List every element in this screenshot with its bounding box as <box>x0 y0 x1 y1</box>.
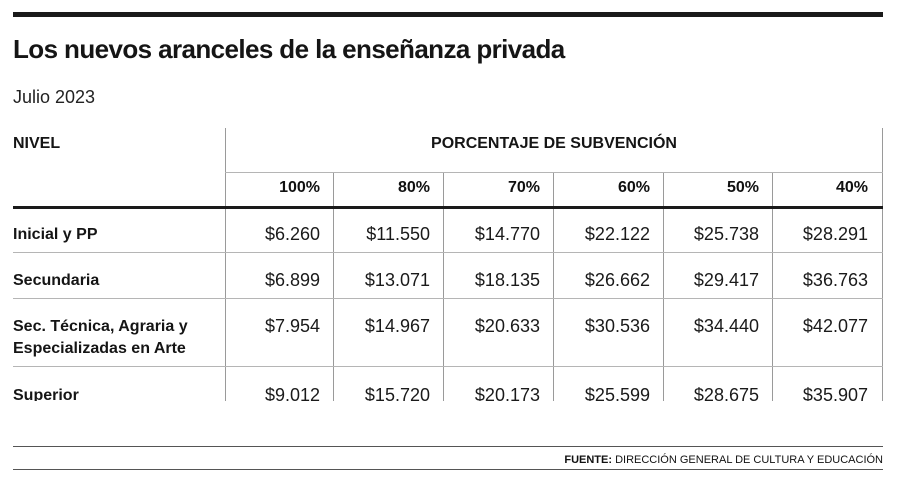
row-level-label: Inicial y PP <box>13 226 98 243</box>
fee-cell: $6.260 <box>264 224 320 244</box>
row-divider <box>13 366 883 367</box>
column-header-60: 60% <box>617 179 650 196</box>
row-divider <box>13 298 883 299</box>
subsidy-group-header: PORCENTAJE DE SUBVENCIÓN <box>431 135 677 152</box>
fee-cell: $28.291 <box>802 224 868 244</box>
fee-cell: $18.135 <box>474 270 540 290</box>
fee-cell: $35.907 <box>802 385 868 401</box>
column-header-40: 40% <box>835 179 868 196</box>
source-text: DIRECCIÓN GENERAL DE CULTURA Y EDUCACIÓN <box>615 454 883 466</box>
header-bottom-rule <box>13 206 883 209</box>
fee-cell: $9.012 <box>264 385 320 401</box>
page-subtitle: Julio 2023 <box>13 87 96 107</box>
fee-cell: $11.550 <box>366 224 430 244</box>
fee-cell: $6.899 <box>264 270 320 290</box>
fee-cell: $42.077 <box>802 316 868 336</box>
column-divider <box>553 172 554 401</box>
page-title: Los nuevos aranceles de la enseñanza pri… <box>13 34 565 64</box>
column-header-50: 50% <box>726 179 759 196</box>
fee-cell: $20.633 <box>474 316 540 336</box>
fee-cell: $36.763 <box>802 270 868 290</box>
row-level-label: Superior <box>13 387 79 401</box>
row-divider <box>13 252 883 253</box>
fee-cell: $14.967 <box>364 316 430 336</box>
column-divider <box>882 128 883 401</box>
row-level-label: Sec. Técnica, Agraria y Especializadas e… <box>13 316 188 360</box>
column-header-70: 70% <box>507 179 540 196</box>
row-level-label-line: Especializadas en Arte <box>13 340 186 357</box>
level-column-header: NIVEL <box>13 135 61 152</box>
fee-cell: $14.770 <box>474 224 540 244</box>
fee-cell: $25.599 <box>584 385 650 401</box>
column-header-80: 80% <box>397 179 430 196</box>
fee-cell: $26.662 <box>584 270 650 290</box>
fees-table: NIVEL PORCENTAJE DE SUBVENCIÓN 100% 80% … <box>13 128 883 401</box>
footer-rule <box>13 446 883 447</box>
fee-cell: $28.675 <box>693 385 759 401</box>
footer-bottom-rule <box>13 469 883 470</box>
column-divider <box>443 172 444 401</box>
column-divider <box>663 172 664 401</box>
top-rule <box>13 12 883 17</box>
row-level-label-line: Sec. Técnica, Agraria y <box>13 318 188 335</box>
fee-cell: $34.440 <box>693 316 759 336</box>
fee-cell: $22.122 <box>584 224 650 244</box>
source-label: FUENTE: <box>564 454 613 466</box>
header-divider <box>225 172 883 173</box>
row-level-label: Secundaria <box>13 272 100 289</box>
fee-cell: $13.071 <box>364 270 430 290</box>
fee-cell: $7.954 <box>264 316 320 336</box>
column-divider <box>333 172 334 401</box>
column-divider <box>772 172 773 401</box>
column-header-100: 100% <box>279 179 320 196</box>
fee-cell: $30.536 <box>584 316 650 336</box>
fee-cell: $29.417 <box>693 270 759 290</box>
column-divider <box>225 128 226 401</box>
fee-cell: $15.720 <box>364 385 430 401</box>
fee-cell: $20.173 <box>474 385 540 401</box>
fee-cell: $25.738 <box>693 224 759 244</box>
source-note: FUENTE: DIRECCIÓN GENERAL DE CULTURA Y E… <box>564 454 883 466</box>
